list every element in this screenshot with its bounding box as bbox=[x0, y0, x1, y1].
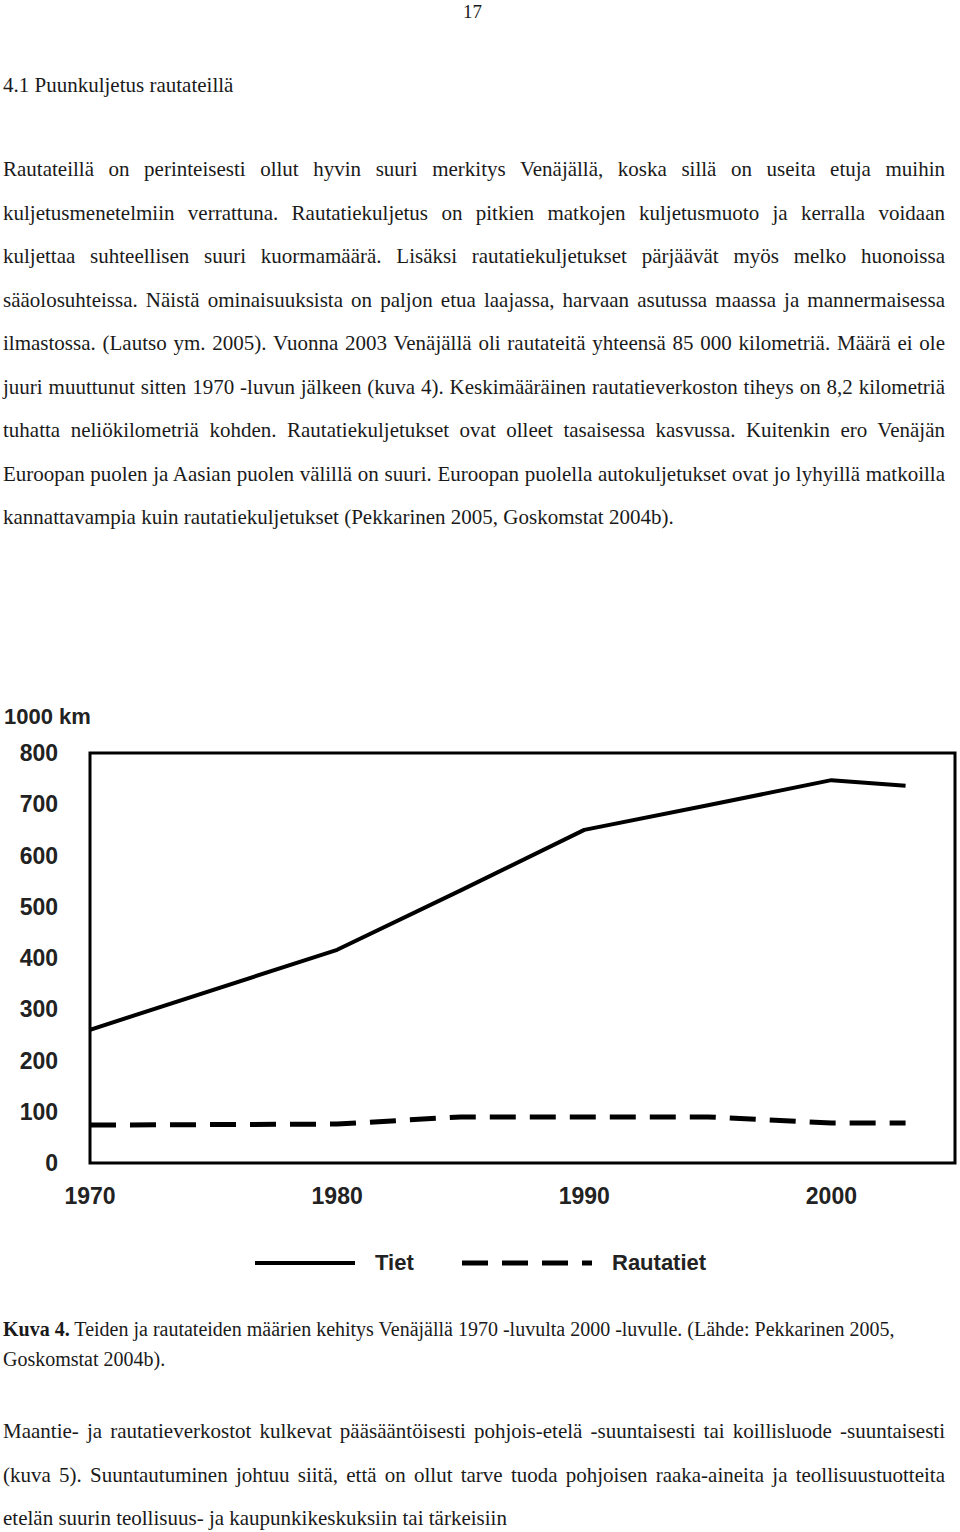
y-tick-label: 800 bbox=[20, 740, 58, 766]
caption: Kuva 4. Teiden ja rautateiden määrien ke… bbox=[3, 1314, 948, 1374]
legend-label: Rautatiet bbox=[612, 1250, 707, 1275]
lines bbox=[90, 780, 906, 1125]
y-tick-label: 200 bbox=[20, 1048, 58, 1074]
x-tick-label: 2000 bbox=[806, 1183, 857, 1209]
legend-swatch bbox=[462, 1261, 592, 1266]
caption-text: Teiden ja rautateiden määrien kehitys Ve… bbox=[3, 1318, 895, 1370]
legend-swatch bbox=[255, 1261, 355, 1265]
y-tick-label: 100 bbox=[20, 1099, 58, 1125]
plot-frame bbox=[90, 753, 955, 1163]
paragraph: Maantie- ja rautatieverkostot kulkevat p… bbox=[3, 1410, 945, 1532]
x-tick-label: 1990 bbox=[559, 1183, 610, 1209]
legend-label: Tiet bbox=[375, 1250, 414, 1275]
y-tick-label: 300 bbox=[20, 996, 58, 1022]
x-tick-label: 1970 bbox=[64, 1183, 115, 1209]
y-tick-label: 600 bbox=[20, 843, 58, 869]
y-tick-label: 400 bbox=[20, 945, 58, 971]
x-tick-label: 1980 bbox=[312, 1183, 363, 1209]
page-number: 17 bbox=[0, 0, 945, 24]
series-line bbox=[90, 780, 906, 1030]
chart: 1000 km 0 100 200 300 400 500 600 700 800 1970 1980… bbox=[0, 690, 960, 1300]
series-line bbox=[90, 1117, 906, 1125]
y-tick-label: 0 bbox=[45, 1150, 58, 1176]
y-axis-label: 1000 km bbox=[4, 704, 91, 729]
y-tick-label: 700 bbox=[20, 791, 58, 817]
paragraph: Rautateillä on perinteisesti ollut hyvin… bbox=[3, 148, 945, 540]
caption-label: Kuva 4. bbox=[3, 1318, 70, 1340]
heading: 4.1 Puunkuljetus rautateillä bbox=[3, 70, 233, 100]
y-tick-label: 500 bbox=[20, 894, 58, 920]
